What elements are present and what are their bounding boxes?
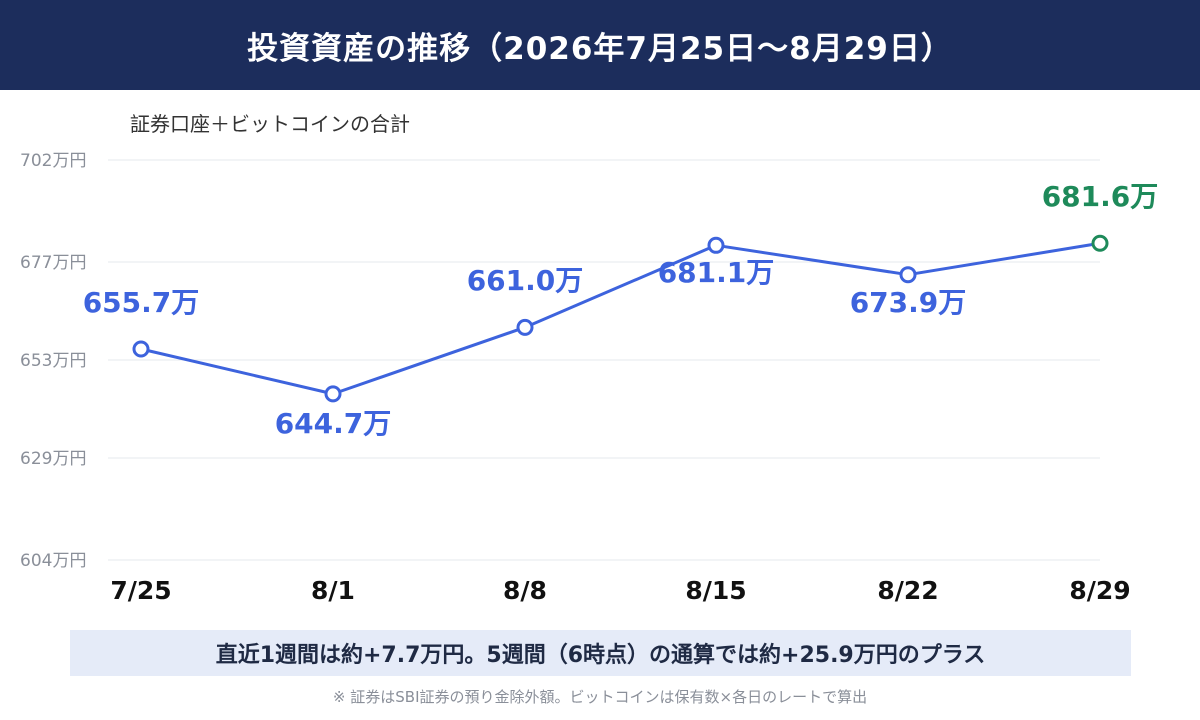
- data-point: [324, 385, 342, 403]
- y-tick-label: 604万円: [20, 551, 86, 571]
- y-tick-label: 677万円: [20, 253, 86, 273]
- summary-box: 直近1週間は約+7.7万円。5週間（6時点）の通算では約+25.9万円のプラス: [70, 630, 1131, 676]
- y-tick-label: 702万円: [20, 151, 86, 171]
- data-point: [1091, 234, 1109, 252]
- chart-subtitle: 証券口座＋ビットコインの合計: [130, 112, 410, 136]
- data-point: [516, 318, 534, 336]
- x-tick-label: 8/8: [503, 576, 547, 605]
- data-label: 681.6万: [1042, 180, 1159, 213]
- data-point: [132, 340, 150, 358]
- x-tick-label: 8/22: [877, 576, 938, 605]
- data-point: [899, 266, 917, 284]
- data-label: 661.0万: [467, 264, 584, 297]
- x-tick-label: 7/25: [110, 576, 171, 605]
- data-label: 673.9万: [850, 286, 967, 319]
- x-tick-label: 8/29: [1069, 576, 1130, 605]
- header-bar: 投資資産の推移（2026年7月25日〜8月29日）: [0, 0, 1200, 90]
- data-label: 644.7万: [275, 407, 392, 440]
- data-label: 681.1万: [658, 256, 775, 289]
- x-tick-label: 8/1: [311, 576, 355, 605]
- line-chart: 証券口座＋ビットコインの合計 604万円 629万円 653万円 677万円 702万円…: [20, 112, 1159, 605]
- y-tick-label: 653万円: [20, 351, 86, 371]
- data-point: [707, 236, 725, 254]
- page-title: 投資資産の推移（2026年7月25日〜8月29日）: [247, 30, 953, 67]
- series-line: [140, 241, 1101, 396]
- y-tick-label: 629万円: [20, 449, 86, 469]
- footnote: ※ 証券はSBI証券の預り金除外額。ビットコインは保有数×各日のレートで算出: [332, 688, 868, 706]
- x-tick-label: 8/15: [685, 576, 746, 605]
- data-label: 655.7万: [83, 286, 200, 319]
- summary-text: 直近1週間は約+7.7万円。5週間（6時点）の通算では約+25.9万円のプラス: [215, 643, 986, 668]
